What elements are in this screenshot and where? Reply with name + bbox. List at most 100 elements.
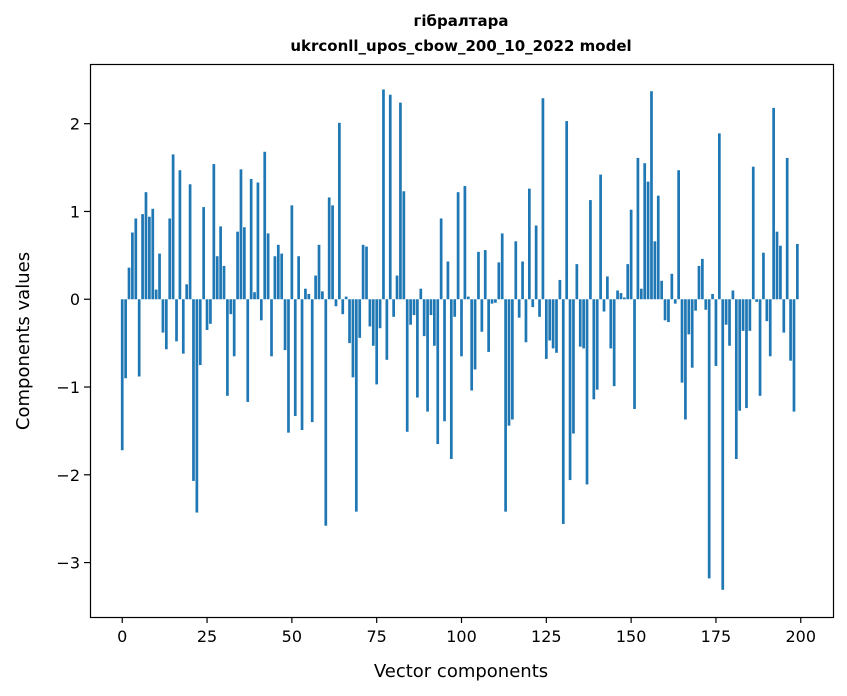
bar-50 [290,205,294,300]
bar-84 [405,299,409,432]
bar-49 [287,299,290,433]
bar-118 [521,261,524,300]
bar-132 [568,299,572,481]
bar-77 [382,89,385,300]
bar-140 [595,299,599,390]
bar-142 [602,299,606,312]
x-tick-label: 25 [197,627,217,646]
bar-69 [354,299,358,512]
bar-87 [416,299,419,398]
bar-124 [541,98,545,300]
bar-104 [473,299,477,370]
bar-97 [449,299,453,459]
bar-138 [589,200,592,300]
bar-62 [331,205,334,300]
bar-10 [154,289,158,300]
bar-110 [494,299,497,303]
bar-174 [711,293,714,300]
bar-139 [592,299,596,400]
bar-194 [779,245,782,300]
bar-178 [724,299,728,325]
bar-67 [348,299,351,344]
bar-137 [585,299,589,485]
bar-153 [639,288,643,300]
bar-183 [741,299,745,331]
bar-93 [436,299,440,445]
bar-180 [731,290,735,300]
bar-167 [687,299,691,335]
x-tick-label: 175 [701,627,732,646]
bar-17 [178,170,182,300]
x-tick-label: 200 [785,627,816,646]
bar-38 [249,178,253,300]
bar-40 [256,182,260,300]
bar-3 [131,232,134,300]
bar-179 [728,299,731,346]
chart-title: гібралтара [414,12,509,30]
bar-2 [127,267,131,300]
bar-11 [158,253,161,300]
bar-154 [643,163,647,300]
bar-105 [477,251,480,300]
bar-184 [745,299,748,409]
bar-147 [619,293,623,300]
bar-114 [507,299,511,426]
bar-186 [751,166,755,300]
bar-96 [446,261,450,300]
bar-36 [243,227,246,300]
bar-64 [338,122,341,300]
bar-51 [293,299,297,416]
bar-170 [697,265,701,300]
x-tick-label: 150 [616,627,647,646]
bar-83 [402,191,406,300]
bar-46 [276,244,280,300]
bar-181 [734,299,738,459]
bar-176 [717,133,721,300]
bar-155 [646,181,650,300]
bar-56 [310,299,314,423]
bar-160 [663,299,667,321]
bar-121 [531,299,535,308]
bar-126 [548,299,552,341]
bar-188 [758,299,762,396]
bar-48 [283,299,287,351]
bar-195 [782,299,786,333]
bar-61 [327,197,331,300]
bar-189 [762,252,765,300]
bar-199 [796,243,799,300]
bar-37 [246,299,250,402]
bar-23 [198,299,202,366]
bar-70 [358,299,362,338]
bar-9 [151,208,155,300]
bar-119 [524,299,528,343]
bar-33 [232,299,236,357]
y-tick-label: 2 [70,115,80,134]
bar-115 [511,299,514,420]
bar-198 [792,299,796,412]
y-tick-label: −3 [56,554,80,573]
bar-45 [273,256,277,300]
bar-168 [690,299,694,368]
bar-35 [239,169,243,300]
bar-85 [409,299,412,325]
bar-59 [321,291,324,300]
bar-192 [772,107,775,300]
y-axis-label: Components values [13,252,34,430]
bar-106 [480,299,484,332]
y-axis-ticks: −3 −2 −1 0 1 2 [56,115,90,573]
bar-116 [514,241,518,300]
bar-74 [371,299,375,346]
bar-21 [192,299,195,481]
bar-42 [263,151,267,300]
bar-66 [344,296,348,300]
bar-190 [765,299,769,322]
bar-14 [168,218,172,300]
bar-148 [622,297,626,300]
bar-185 [748,299,752,331]
bar-173 [707,299,711,579]
bar-111 [497,262,501,300]
y-tick-label: −2 [56,466,80,485]
bar-102 [466,296,470,300]
bar-57 [314,275,317,300]
